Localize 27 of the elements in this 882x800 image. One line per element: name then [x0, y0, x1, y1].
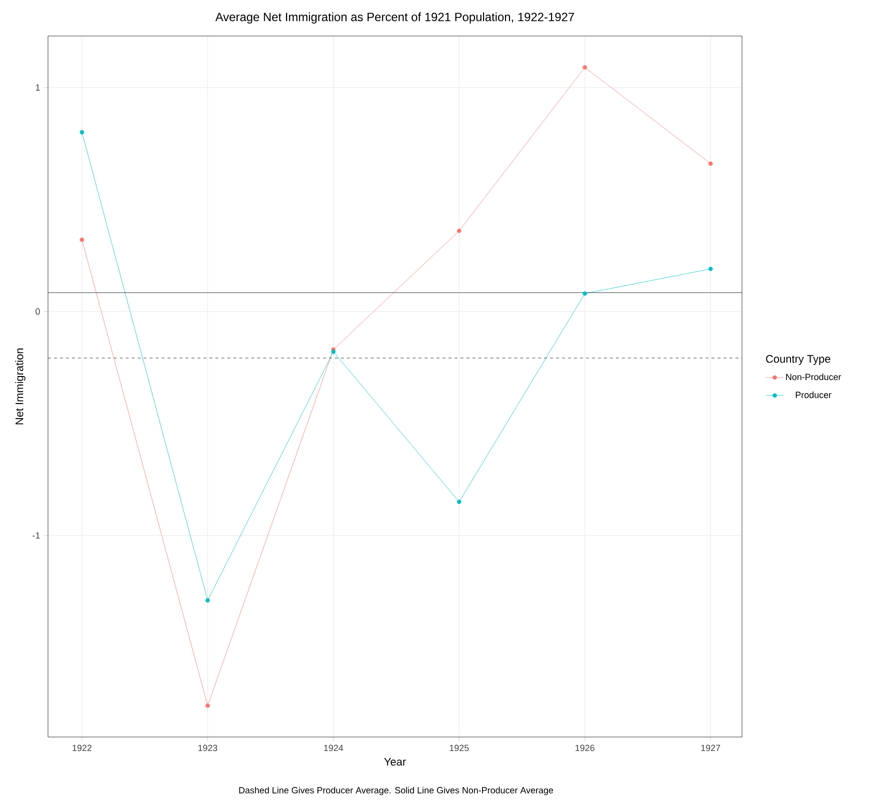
x-tick-label: 1925	[450, 744, 469, 752]
point	[205, 703, 210, 708]
point	[456, 228, 462, 234]
point	[331, 350, 336, 354]
x-axis-title: Year	[384, 758, 406, 766]
x-tick-label: 1926	[576, 744, 594, 752]
y-tick-label: 1	[36, 84, 40, 91]
legend-label: Producer	[796, 391, 832, 398]
legend-title: Country Type	[766, 355, 830, 365]
point	[80, 238, 84, 242]
x-tick-label: 1923	[198, 744, 218, 752]
x-tick-label: 1924	[324, 744, 344, 752]
x-tick-label: 1927	[701, 744, 720, 752]
point	[582, 65, 588, 70]
point	[708, 161, 713, 166]
point	[456, 500, 462, 504]
y-axis-title: Net Immigration	[15, 348, 26, 424]
x-tick-label: 1922	[72, 744, 92, 752]
text: Dashed Line Gives Producer Average. Solid Line Gives Non-Producer Average	[239, 786, 554, 796]
chart-title: Average Net Immigration as Percent of 1921 Population, 1922-1927	[215, 12, 574, 24]
point	[582, 291, 588, 296]
y-tick-label: -1	[32, 532, 40, 539]
legend-label: Non-Producer	[786, 374, 842, 380]
point	[708, 266, 713, 272]
point	[205, 598, 210, 603]
y-tick-label: 0	[36, 308, 40, 315]
point	[80, 130, 84, 134]
